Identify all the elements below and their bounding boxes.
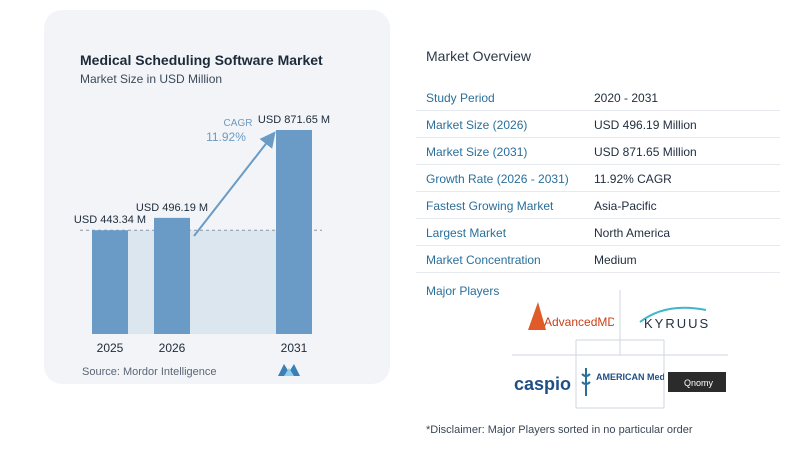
logo-caspio: caspio bbox=[512, 366, 572, 398]
overview-row-value: Medium bbox=[594, 253, 637, 267]
bar-2025 bbox=[92, 230, 128, 334]
data-label-2031: USD 871.65 M bbox=[258, 114, 330, 126]
cagr-label: CAGR bbox=[224, 118, 253, 129]
overview-row: Study Period 2020 - 2031 bbox=[416, 84, 780, 111]
disclaimer: *Disclaimer: Major Players sorted in no … bbox=[426, 424, 693, 436]
bar-2031 bbox=[276, 130, 312, 334]
overview-row-label: Study Period bbox=[426, 91, 495, 105]
overview-row-label: Fastest Growing Market bbox=[426, 199, 554, 213]
base-level-band bbox=[92, 230, 312, 334]
overview-row: Growth Rate (2026 - 2031) 11.92% CAGR bbox=[416, 165, 780, 192]
overview-row: Market Size (2031) USD 871.65 Million bbox=[416, 138, 780, 165]
overview-row-value: 11.92% CAGR bbox=[594, 172, 672, 186]
tick-label-2025: 2025 bbox=[97, 341, 124, 355]
overview-row-label: Largest Market bbox=[426, 226, 507, 240]
logo-caspio-text: caspio bbox=[514, 374, 571, 394]
overview-title: Market Overview bbox=[426, 48, 532, 64]
mordor-logo-icon bbox=[278, 364, 300, 376]
logo-kyruus: KYRUUS bbox=[636, 300, 726, 336]
overview-row-label: Market Size (2031) bbox=[426, 145, 528, 159]
overview-row-label: Market Concentration bbox=[426, 253, 541, 267]
logo-advancedmd-text: AdvancedMD bbox=[544, 315, 614, 329]
overview-row: Market Size (2026) USD 496.19 Million bbox=[416, 111, 780, 138]
overview-row-value: USD 871.65 Million bbox=[594, 145, 697, 159]
logo-qnomy: Qnomy bbox=[668, 372, 726, 392]
logo-kyruus-text: KYRUUS bbox=[644, 316, 710, 331]
overview-row-value: Asia-Pacific bbox=[594, 199, 657, 213]
overview-row-label: Market Size (2026) bbox=[426, 118, 528, 132]
overview-table: Study Period 2020 - 2031 Market Size (2026… bbox=[416, 84, 780, 273]
logo-american-text: AMERICAN Medical Software bbox=[596, 372, 664, 382]
tick-label-2031: 2031 bbox=[281, 341, 308, 355]
data-label-2026: USD 496.19 M bbox=[136, 202, 208, 214]
data-label-2025: USD 443.34 M bbox=[74, 214, 146, 226]
overview-row-value: 2020 - 2031 bbox=[594, 91, 659, 105]
chart-title: Medical Scheduling Software Market bbox=[80, 52, 323, 68]
logo-advancedmd: AdvancedMD bbox=[524, 296, 614, 336]
players-title: Major Players bbox=[426, 284, 500, 298]
source-note: Source: Mordor Intelligence bbox=[82, 366, 217, 378]
logo-american-medical-software: AMERICAN Medical Software bbox=[578, 364, 664, 400]
overview-row-label: Growth Rate (2026 - 2031) bbox=[426, 172, 569, 186]
overview-row-value: North America bbox=[594, 226, 671, 240]
logo-qnomy-text: Qnomy bbox=[684, 378, 714, 388]
tick-label-2026: 2026 bbox=[159, 341, 186, 355]
overview-row-value: USD 496.19 Million bbox=[594, 118, 697, 132]
overview-row: Market Concentration Medium bbox=[416, 246, 780, 273]
cagr-arrow bbox=[193, 131, 276, 237]
overview-row: Largest Market North America bbox=[416, 219, 780, 246]
chart-subtitle: Market Size in USD Million bbox=[80, 72, 223, 86]
bar-chart: USD 443.34 M 2025 USD 496.19 M 2026 USD 871.… bbox=[74, 114, 330, 355]
overview-row: Fastest Growing Market Asia-Pacific bbox=[416, 192, 780, 219]
cagr-value: 11.92% bbox=[206, 130, 246, 144]
bar-2026 bbox=[154, 217, 190, 334]
